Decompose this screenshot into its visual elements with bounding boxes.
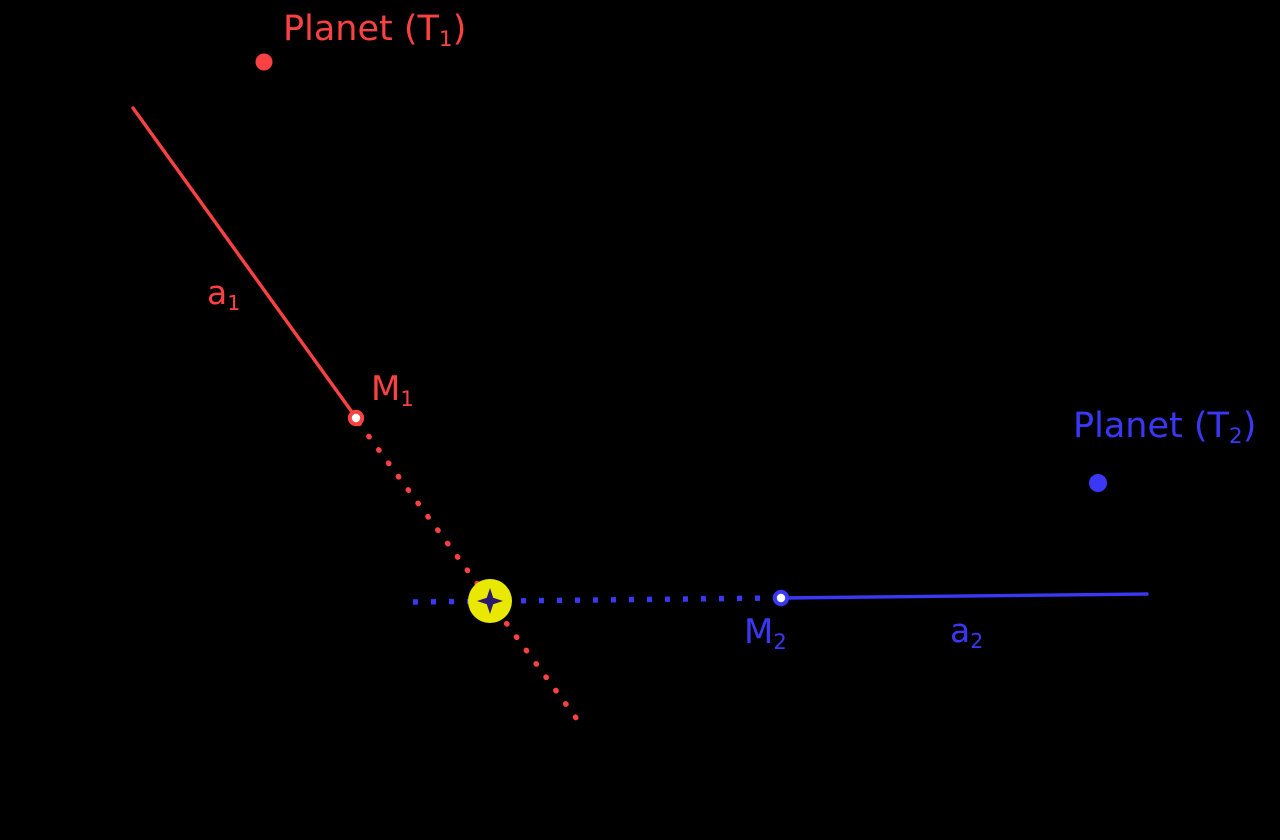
midpoint-1-label: M1 bbox=[371, 369, 414, 409]
planet-2-label-text: Planet (T bbox=[1073, 406, 1229, 446]
planet-1-label-close: ) bbox=[452, 9, 467, 49]
planet-2-dot bbox=[1089, 474, 1107, 492]
planet-2-label-subscript: 2 bbox=[1228, 424, 1243, 450]
axis-2-dotted-line bbox=[412, 595, 777, 605]
axis-1-dotted-line bbox=[356, 420, 585, 729]
midpoint-2-label-text: M bbox=[744, 612, 774, 652]
axis-2-label-text: a bbox=[950, 611, 971, 650]
planet-2-label-close: ) bbox=[1242, 406, 1257, 446]
midpoint-2-label: M2 bbox=[744, 612, 787, 652]
axis-2-solid-line bbox=[779, 592, 1149, 600]
axis-1-label-subscript: 1 bbox=[227, 290, 241, 315]
star-center-marker-icon bbox=[477, 588, 503, 614]
axis-2-label-subscript: 2 bbox=[970, 628, 984, 653]
axis-1-solid-line bbox=[131, 106, 359, 421]
axis-2-label: a2 bbox=[950, 611, 983, 651]
planet-1-label-text: Planet (T bbox=[283, 9, 439, 49]
planet-1-label: Planet (T1) bbox=[283, 9, 467, 51]
midpoint-1-label-subscript: 1 bbox=[400, 385, 414, 411]
axis-1-label: a1 bbox=[207, 273, 240, 313]
planet-2-label: Planet (T2) bbox=[1073, 406, 1257, 448]
axis-1-label-text: a bbox=[207, 273, 228, 312]
midpoint-2-label-subscript: 2 bbox=[773, 628, 787, 654]
midpoint-2-node bbox=[772, 589, 790, 607]
planet-1-dot bbox=[255, 53, 273, 71]
midpoint-1-label-text: M bbox=[371, 369, 401, 409]
planet-1-label-subscript: 1 bbox=[438, 27, 453, 53]
midpoint-1-node bbox=[347, 409, 365, 427]
